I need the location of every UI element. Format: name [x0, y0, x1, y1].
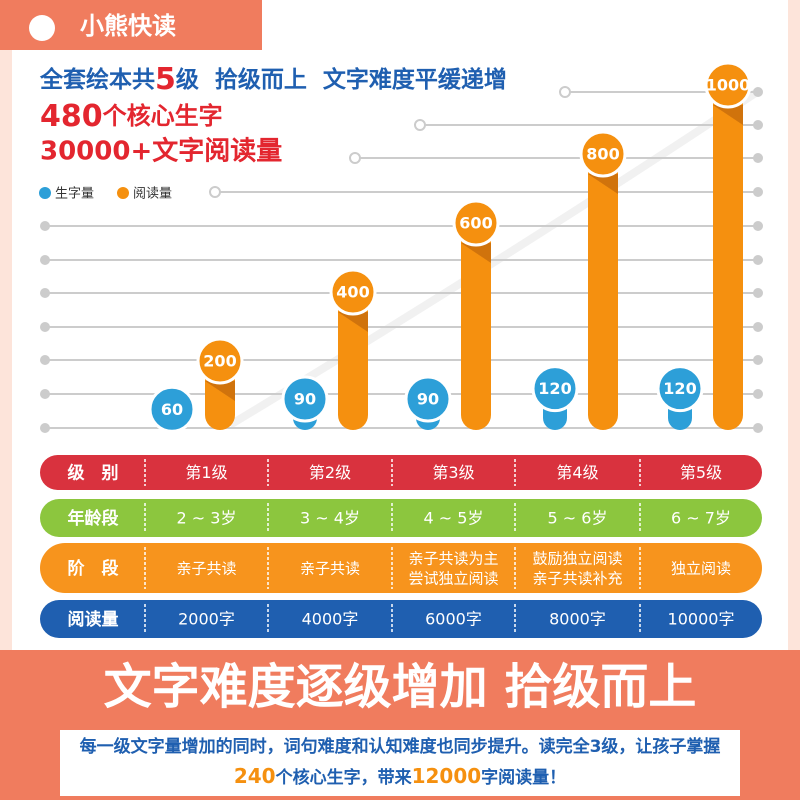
bar [461, 223, 491, 430]
value-label: 90 [294, 389, 316, 408]
guide-dot [40, 355, 50, 365]
bubble [329, 268, 377, 316]
value-label: 1000 [706, 76, 751, 95]
table-row [40, 600, 762, 638]
cell-text: 2 ~ 3岁 [177, 509, 237, 528]
legend-label: 阅读量 [133, 187, 172, 202]
bubble [281, 375, 329, 423]
cell-text: 第4级 [556, 463, 598, 482]
legend-swatch [39, 187, 51, 199]
row-label: 阶 段 [68, 558, 119, 579]
value-label: 200 [203, 352, 236, 371]
guide-dot [209, 186, 221, 198]
curve [227, 86, 763, 429]
headline-2: 480个核心生字 [40, 99, 223, 134]
bar-fold [338, 312, 368, 332]
guide-dot [40, 423, 50, 433]
cell-text: 2000字 [178, 610, 235, 629]
value-label: 120 [538, 379, 571, 398]
value-label: 90 [417, 389, 439, 408]
guide-dot [40, 288, 50, 298]
row-label: 级 别 [68, 463, 119, 484]
bear-icon [29, 15, 55, 41]
cell-text: 亲子共读 [300, 560, 360, 578]
note-wrap: 每一级文字量增加的同时，词句难度和认知难度也同步提升。读完全3级，让孩子掌握24… [79, 737, 721, 788]
cell-text: 3 ~ 4岁 [300, 509, 360, 528]
guide-dot [753, 322, 763, 332]
table-row [40, 543, 762, 593]
guide-dot [40, 221, 50, 231]
guide-dot [753, 187, 763, 197]
value-label: 800 [586, 145, 619, 164]
cell-text: 5 ~ 6岁 [548, 509, 608, 528]
headline-1: 全套绘本共5级 拾级而上 文字难度平缓递增 [39, 62, 507, 97]
legend-swatch [117, 187, 129, 199]
guide-dot [753, 87, 763, 97]
bubble [452, 199, 500, 247]
cell-text: 第1级 [185, 463, 227, 482]
guide-dot [349, 152, 361, 164]
guide-dot [414, 119, 426, 131]
guide-dot [753, 423, 763, 433]
cell-text: 第2级 [309, 463, 351, 482]
table-row [40, 455, 762, 490]
cell-text: 亲子共读为主 [408, 550, 498, 568]
guide-dot [40, 389, 50, 399]
bubble [704, 61, 752, 109]
guide-dot [753, 389, 763, 399]
note: 每一级文字量增加的同时，词句难度和认知难度也同步提升。读完全3级，让孩子掌握24… [79, 737, 721, 788]
cell-text: 10000字 [668, 610, 735, 629]
cell-text: 独立阅读 [671, 560, 731, 578]
value-label: 600 [459, 214, 492, 233]
value-label: 400 [336, 283, 369, 302]
cell-text: 第3级 [432, 463, 474, 482]
table-row [40, 499, 762, 537]
bubble [531, 365, 579, 413]
bubble [579, 130, 627, 178]
guide-dot [40, 322, 50, 332]
bar-fold [461, 243, 491, 263]
cell-text: 6000字 [425, 610, 482, 629]
headline-3: 30000+文字阅读量 [40, 136, 282, 167]
cell-text: 亲子共读补充 [532, 570, 622, 588]
guide-dot [559, 86, 571, 98]
bubble [148, 385, 196, 433]
bubble [196, 337, 244, 385]
bar [588, 154, 618, 430]
cell-text: 亲子共读 [176, 560, 236, 578]
bar [713, 85, 743, 430]
row-label: 年龄段 [68, 508, 119, 529]
guide-dot [753, 255, 763, 265]
note-box [60, 730, 740, 796]
bar-fold [205, 381, 235, 401]
value-label: 120 [663, 379, 696, 398]
guide-dot [753, 153, 763, 163]
row-label: 阅读量 [68, 609, 119, 630]
brand: 小熊快读 [80, 12, 176, 40]
guide-dot [753, 221, 763, 231]
cell-text: 4000字 [302, 610, 359, 629]
cell-text: 6 ~ 7岁 [671, 509, 731, 528]
guide-dot [753, 120, 763, 130]
cell-text: 4 ~ 5岁 [424, 509, 484, 528]
bar-fold [713, 105, 743, 125]
bubble [656, 365, 704, 413]
cell-text: 鼓励独立阅读 [532, 550, 622, 568]
bar-fold [588, 174, 618, 194]
guide-dot [753, 288, 763, 298]
cell-text: 8000字 [549, 610, 606, 629]
cell-text: 第5级 [680, 463, 722, 482]
guide-dot [40, 255, 50, 265]
legend-label: 生字量 [55, 187, 94, 202]
bubble [404, 375, 452, 423]
banner: 文字难度逐级增加 拾级而上 [104, 659, 697, 715]
cell-text: 尝试独立阅读 [408, 570, 498, 588]
value-label: 60 [161, 400, 183, 419]
guide-dot [753, 355, 763, 365]
